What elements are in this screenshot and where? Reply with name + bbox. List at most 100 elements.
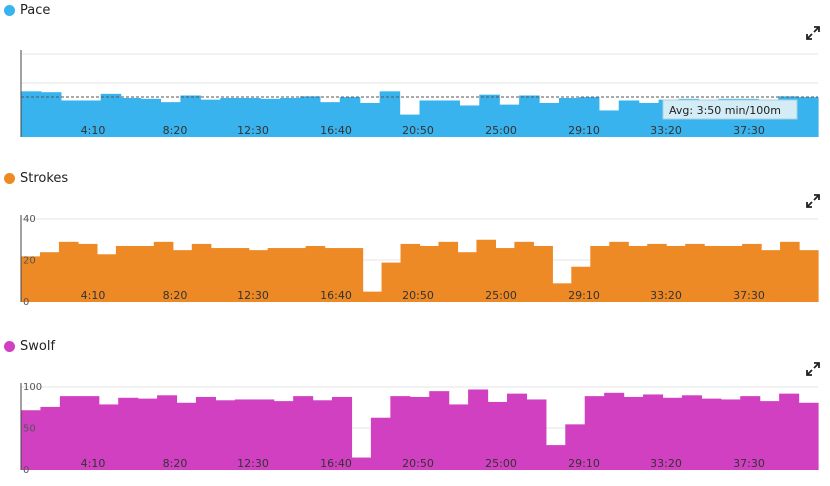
bar[interactable] bbox=[293, 396, 314, 470]
bar[interactable] bbox=[400, 243, 421, 302]
bar[interactable] bbox=[429, 391, 450, 470]
bar[interactable] bbox=[638, 102, 660, 137]
bar[interactable] bbox=[220, 97, 241, 137]
bar[interactable] bbox=[666, 245, 686, 302]
bar[interactable] bbox=[723, 245, 743, 302]
bar[interactable] bbox=[319, 102, 341, 137]
bar[interactable] bbox=[590, 245, 610, 302]
bar[interactable] bbox=[399, 114, 421, 137]
bar[interactable] bbox=[647, 243, 667, 302]
bar[interactable] bbox=[267, 248, 288, 302]
bar[interactable] bbox=[195, 396, 216, 470]
bar[interactable] bbox=[339, 97, 361, 137]
bar[interactable] bbox=[798, 402, 819, 470]
bar[interactable] bbox=[487, 401, 508, 470]
bar[interactable] bbox=[210, 248, 231, 302]
bar[interactable] bbox=[59, 396, 80, 470]
bar[interactable] bbox=[77, 243, 98, 302]
bar[interactable] bbox=[495, 248, 515, 302]
bar[interactable] bbox=[324, 248, 345, 302]
bar[interactable] bbox=[701, 398, 722, 470]
bar[interactable] bbox=[58, 241, 79, 302]
bar[interactable] bbox=[248, 250, 269, 303]
bar[interactable] bbox=[643, 394, 664, 470]
bar[interactable] bbox=[80, 100, 102, 137]
bar[interactable] bbox=[280, 97, 301, 137]
bar[interactable] bbox=[134, 245, 155, 302]
bar[interactable] bbox=[681, 395, 702, 470]
bar[interactable] bbox=[779, 393, 800, 470]
bar[interactable] bbox=[137, 398, 158, 470]
bar[interactable] bbox=[96, 254, 117, 302]
bar[interactable] bbox=[286, 248, 307, 302]
bar[interactable] bbox=[457, 252, 478, 302]
bar[interactable] bbox=[662, 397, 683, 470]
bar[interactable] bbox=[312, 400, 333, 470]
bar[interactable] bbox=[618, 100, 640, 137]
bar[interactable] bbox=[200, 99, 221, 137]
bar[interactable] bbox=[798, 97, 819, 137]
bar[interactable] bbox=[685, 243, 705, 302]
bar[interactable] bbox=[526, 399, 547, 470]
swolf-legend[interactable]: Swolf bbox=[4, 336, 55, 356]
bar[interactable] bbox=[273, 401, 294, 470]
bar[interactable] bbox=[21, 256, 41, 302]
bar[interactable] bbox=[476, 239, 497, 302]
bar[interactable] bbox=[499, 104, 520, 137]
bar[interactable] bbox=[759, 401, 780, 470]
bar[interactable] bbox=[40, 92, 62, 137]
bar[interactable] bbox=[351, 457, 372, 470]
bar[interactable] bbox=[140, 98, 162, 137]
bar[interactable] bbox=[254, 399, 275, 470]
bar[interactable] bbox=[604, 392, 625, 470]
bar[interactable] bbox=[623, 396, 644, 470]
bar[interactable] bbox=[459, 105, 480, 137]
bar[interactable] bbox=[761, 250, 781, 303]
bar[interactable] bbox=[468, 389, 489, 470]
bar[interactable] bbox=[305, 245, 326, 302]
bar[interactable] bbox=[240, 97, 261, 137]
strokes-legend[interactable]: Strokes bbox=[4, 168, 68, 188]
expand-arrows-icon[interactable] bbox=[806, 362, 820, 376]
bar[interactable] bbox=[79, 396, 100, 470]
bar[interactable] bbox=[533, 245, 553, 302]
bar[interactable] bbox=[153, 241, 174, 302]
bar[interactable] bbox=[578, 97, 600, 137]
bar[interactable] bbox=[584, 396, 605, 470]
bar[interactable] bbox=[98, 404, 119, 470]
bar[interactable] bbox=[545, 445, 566, 470]
bar[interactable] bbox=[390, 396, 411, 470]
bar[interactable] bbox=[299, 96, 321, 137]
bar[interactable] bbox=[118, 397, 139, 470]
bar[interactable] bbox=[799, 250, 819, 303]
bar[interactable] bbox=[60, 100, 82, 137]
bar[interactable] bbox=[609, 241, 629, 302]
bar[interactable] bbox=[157, 395, 178, 470]
bar[interactable] bbox=[332, 396, 353, 470]
bar[interactable] bbox=[598, 110, 620, 137]
bar[interactable] bbox=[409, 396, 430, 470]
bar[interactable] bbox=[519, 95, 540, 138]
expand-arrows-icon[interactable] bbox=[806, 194, 820, 208]
bar[interactable] bbox=[740, 396, 761, 470]
bar[interactable] bbox=[479, 94, 500, 137]
bar[interactable] bbox=[419, 100, 441, 137]
bar[interactable] bbox=[780, 241, 800, 302]
bar[interactable] bbox=[172, 250, 193, 303]
bar[interactable] bbox=[514, 241, 534, 302]
pace-legend[interactable]: Pace bbox=[4, 0, 50, 20]
bar[interactable] bbox=[39, 252, 60, 302]
bar[interactable] bbox=[438, 241, 459, 302]
bar[interactable] bbox=[539, 102, 560, 137]
bar[interactable] bbox=[160, 102, 181, 137]
bar[interactable] bbox=[742, 243, 762, 302]
expand-arrows-icon[interactable] bbox=[806, 26, 820, 40]
bar[interactable] bbox=[379, 91, 401, 137]
bar[interactable] bbox=[21, 91, 42, 137]
bar[interactable] bbox=[260, 98, 281, 137]
bar[interactable] bbox=[234, 399, 255, 470]
bar[interactable] bbox=[571, 266, 591, 302]
bar[interactable] bbox=[552, 283, 572, 303]
bar[interactable] bbox=[343, 248, 364, 302]
bar[interactable] bbox=[191, 243, 212, 302]
